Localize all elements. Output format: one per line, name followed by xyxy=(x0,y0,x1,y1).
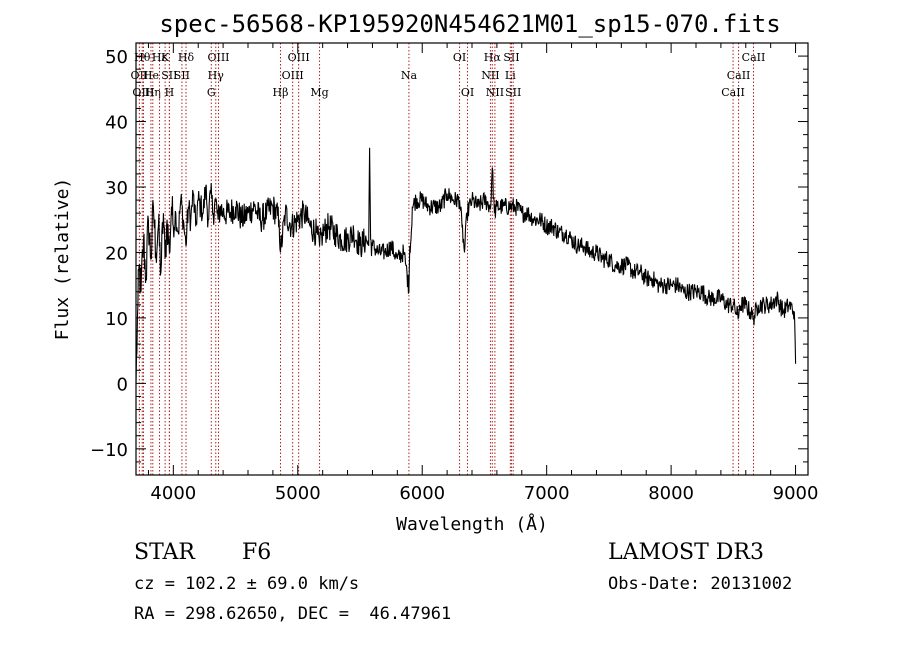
chart-title: spec-56568-KP195920N454621M01_sp15-070.f… xyxy=(159,10,780,38)
line-marker-label: CaII xyxy=(721,86,745,99)
line-marker-label: Hβ xyxy=(273,86,289,99)
line-marker-label: K xyxy=(161,51,170,64)
y-tick-label: 0 xyxy=(117,374,128,395)
x-tick-label: 4000 xyxy=(150,483,196,504)
line-marker-label: H xyxy=(165,86,175,99)
redshift-cz: cz = 102.2 ± 69.0 km/s xyxy=(134,574,360,594)
line-marker-label: Hθ xyxy=(134,51,151,64)
object-class: STAR xyxy=(134,540,195,565)
y-tick-label: 40 xyxy=(105,113,128,134)
x-tick-label: 9000 xyxy=(773,483,819,504)
line-marker-label: He xyxy=(143,69,159,82)
x-tick-label: 6000 xyxy=(399,483,445,504)
line-marker-label: Hα xyxy=(484,51,502,64)
line-marker-label: Hη xyxy=(145,86,161,99)
line-marker-label: OI xyxy=(461,86,474,99)
line-marker-label: Hδ xyxy=(178,51,195,64)
line-marker-label: Hγ xyxy=(208,69,225,82)
spectrum-line xyxy=(135,147,797,384)
plot-frame xyxy=(135,42,809,476)
x-tick-label: 5000 xyxy=(275,483,321,504)
y-tick-label: −10 xyxy=(90,440,128,461)
x-axis-label: Wavelength (Å) xyxy=(396,513,548,535)
line-marker-label: SII xyxy=(503,51,519,64)
line-marker-label: Mg xyxy=(310,86,328,99)
line-marker-label: G xyxy=(207,86,216,99)
line-marker-label: Na xyxy=(401,69,418,82)
x-tick-label: 8000 xyxy=(648,483,694,504)
coordinates: RA = 298.62650, DEC = 46.47961 xyxy=(134,604,452,624)
line-marker-label: Hε xyxy=(152,51,168,64)
line-marker-label: OI xyxy=(453,51,466,64)
y-tick-label: 30 xyxy=(105,178,128,199)
line-marker-label: SII xyxy=(505,86,521,99)
object-subclass: F6 xyxy=(242,540,272,565)
y-tick-label: 10 xyxy=(105,309,128,330)
line-marker-label: OIII xyxy=(207,51,229,64)
y-tick-label: 50 xyxy=(105,47,128,68)
y-tick-label: 20 xyxy=(105,243,128,264)
line-marker-label: Li xyxy=(505,69,516,82)
observation-date: Obs-Date: 20131002 xyxy=(608,574,793,594)
line-marker-label: NII xyxy=(486,86,504,99)
line-marker-label: CaII xyxy=(742,51,766,64)
line-marker-label: SII xyxy=(174,69,190,82)
line-marker-label: CaII xyxy=(727,69,751,82)
line-marker-label: OIII xyxy=(288,51,310,64)
line-marker-label: NII xyxy=(481,69,499,82)
y-axis-label: Flux (relative) xyxy=(52,178,73,341)
survey-name: LAMOST DR3 xyxy=(608,540,764,565)
line-marker-label: OIII xyxy=(282,69,304,82)
x-tick-label: 7000 xyxy=(524,483,570,504)
